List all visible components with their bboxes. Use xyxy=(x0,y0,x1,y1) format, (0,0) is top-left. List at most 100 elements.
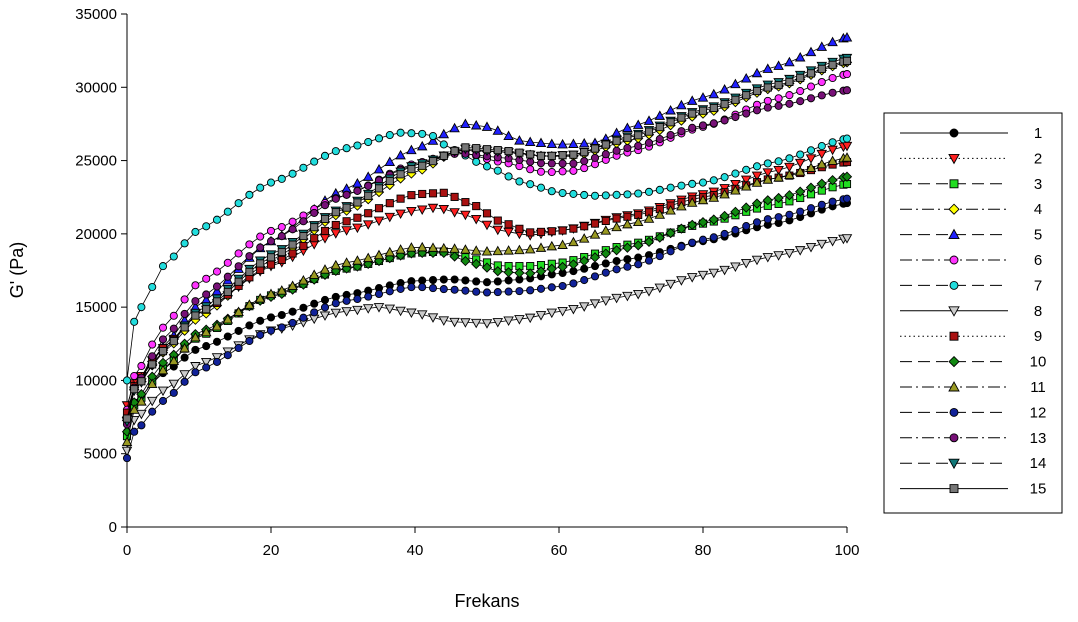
data-point xyxy=(580,164,589,173)
data-point xyxy=(364,137,373,147)
data-point xyxy=(352,223,363,234)
data-point xyxy=(688,123,697,132)
data-point xyxy=(299,303,308,312)
data-point xyxy=(547,167,556,177)
data-point xyxy=(590,144,600,153)
data-point xyxy=(558,226,567,235)
data-point xyxy=(623,255,632,264)
data-point xyxy=(256,316,265,325)
data-point xyxy=(233,306,244,317)
data-point xyxy=(353,213,362,222)
data-point xyxy=(373,303,385,313)
legend-label: 2 xyxy=(1034,150,1042,167)
data-point xyxy=(191,227,200,236)
data-point xyxy=(763,159,772,168)
data-point xyxy=(643,287,655,297)
data-point xyxy=(515,287,524,296)
data-point xyxy=(190,331,201,342)
data-point xyxy=(158,347,168,356)
data-point xyxy=(827,145,838,156)
data-point xyxy=(697,194,709,205)
data-point xyxy=(557,261,568,273)
data-point xyxy=(256,243,265,252)
data-point xyxy=(763,103,772,112)
data-point xyxy=(364,191,373,200)
data-point xyxy=(774,213,783,222)
data-point xyxy=(169,337,178,346)
data-point xyxy=(708,214,719,225)
data-point xyxy=(331,147,340,156)
data-point xyxy=(428,284,438,293)
data-point xyxy=(234,326,243,335)
data-point xyxy=(406,144,417,155)
data-point xyxy=(450,192,459,201)
data-point xyxy=(438,128,450,139)
data-point xyxy=(266,313,276,322)
data-point xyxy=(601,259,610,268)
data-point xyxy=(842,86,852,95)
data-point xyxy=(698,121,708,130)
data-point xyxy=(601,140,610,149)
data-point xyxy=(202,222,211,231)
data-point xyxy=(234,249,243,258)
data-point xyxy=(180,295,189,304)
data-point xyxy=(130,427,139,436)
data-point xyxy=(222,314,234,324)
data-point xyxy=(416,310,428,320)
data-point xyxy=(709,176,718,185)
data-point xyxy=(256,259,265,268)
data-point xyxy=(364,181,373,190)
data-point xyxy=(742,91,751,100)
data-point xyxy=(482,288,492,297)
data-point xyxy=(526,286,535,295)
data-point xyxy=(169,252,178,261)
data-point xyxy=(331,208,340,217)
data-point xyxy=(751,177,763,187)
data-point xyxy=(634,260,643,269)
data-point xyxy=(644,127,654,136)
data-point xyxy=(578,302,590,312)
data-point xyxy=(384,252,395,264)
data-point xyxy=(580,148,589,157)
series-4 xyxy=(121,57,853,423)
y-tick-label: 30000 xyxy=(75,79,117,96)
legend-marker xyxy=(948,458,960,470)
data-point xyxy=(580,276,589,285)
legend-item: 9 xyxy=(900,328,1042,345)
data-point xyxy=(395,149,406,160)
data-point xyxy=(492,318,504,328)
data-point xyxy=(666,183,675,192)
data-point xyxy=(439,140,448,149)
data-point xyxy=(612,214,621,223)
data-point xyxy=(655,123,664,132)
legend-item: 14 xyxy=(900,455,1046,472)
data-point xyxy=(719,188,730,199)
data-point xyxy=(493,288,502,297)
data-point xyxy=(320,295,330,305)
data-point xyxy=(514,267,525,279)
data-point xyxy=(493,166,502,175)
data-point xyxy=(191,297,200,306)
data-point xyxy=(546,138,558,149)
data-point xyxy=(299,241,308,251)
data-point xyxy=(611,245,622,256)
data-point xyxy=(310,157,319,166)
data-point xyxy=(708,268,720,279)
legend-marker xyxy=(948,306,960,317)
data-point xyxy=(762,63,774,73)
data-point xyxy=(418,189,427,199)
data-point xyxy=(547,227,556,236)
data-point xyxy=(460,118,471,128)
data-point xyxy=(202,290,211,299)
data-point xyxy=(828,138,837,147)
x-tick-label: 20 xyxy=(263,542,280,559)
data-point xyxy=(128,404,140,414)
data-point xyxy=(503,245,514,255)
data-point xyxy=(784,169,795,179)
data-point xyxy=(526,165,535,174)
data-point xyxy=(130,317,139,326)
data-point xyxy=(439,285,448,294)
data-point xyxy=(709,103,718,113)
data-point xyxy=(504,146,513,156)
